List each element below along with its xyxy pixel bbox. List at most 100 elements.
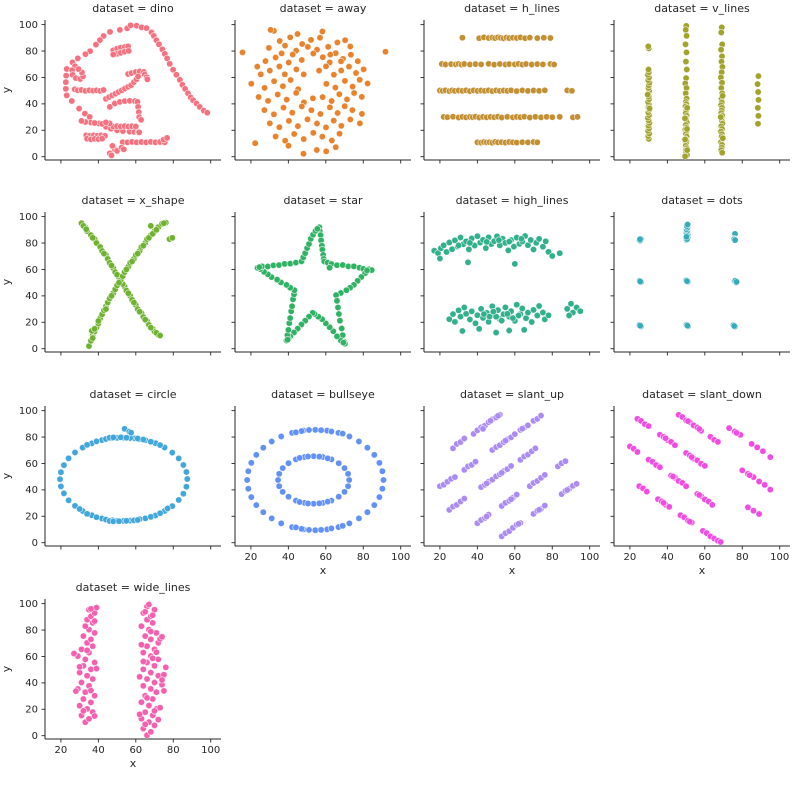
scatter-plot-star: dataset = star [231, 194, 411, 356]
data-point [267, 514, 275, 522]
data-point [643, 91, 651, 99]
data-point [96, 36, 104, 44]
data-point [147, 627, 155, 636]
data-point [89, 642, 97, 650]
data-point [327, 524, 335, 532]
data-point [504, 246, 512, 254]
data-point [247, 493, 255, 501]
data-point [139, 665, 147, 673]
data-point [72, 687, 80, 695]
data-point [168, 234, 176, 242]
data-point [322, 80, 330, 88]
data-point [124, 289, 132, 297]
data-point [501, 303, 509, 311]
data-point [244, 467, 252, 475]
y-tick-label: 20 [25, 705, 38, 716]
data-point [327, 97, 335, 105]
data-point [282, 96, 290, 104]
data-point [346, 115, 354, 124]
data-point [203, 109, 211, 117]
y-tick-label: 100 [19, 599, 38, 610]
data-point [286, 260, 294, 268]
data-point [336, 57, 345, 65]
data-point [238, 48, 246, 56]
data-point [152, 688, 160, 696]
data-point [261, 57, 269, 65]
data-point [156, 509, 164, 517]
data-point [477, 60, 485, 68]
data-point [541, 502, 549, 510]
data-point [758, 447, 766, 455]
data-point [284, 493, 292, 501]
data-point [290, 130, 298, 138]
data-point [142, 24, 151, 32]
data-point [273, 90, 281, 99]
data-point [760, 481, 768, 489]
data-point [271, 132, 279, 141]
data-point [160, 219, 168, 227]
data-point [531, 444, 539, 452]
data-point [524, 421, 532, 429]
data-point [264, 44, 272, 52]
data-point [362, 266, 371, 275]
points-layer [62, 21, 211, 159]
data-point [83, 441, 91, 449]
data-point [753, 104, 761, 112]
data-point [482, 244, 490, 252]
data-point [479, 425, 487, 433]
y-axis-label: y [0, 665, 13, 672]
data-point [337, 66, 345, 75]
data-point [683, 220, 691, 229]
data-point [149, 695, 157, 703]
data-point [256, 70, 264, 78]
data-point [682, 125, 691, 133]
data-point [127, 21, 135, 29]
data-point [100, 86, 108, 94]
data-point [306, 36, 315, 44]
data-point [154, 716, 162, 724]
data-point [682, 277, 691, 285]
data-point [147, 635, 155, 643]
data-point [169, 66, 177, 74]
facet-dino: dataset = dino 0 20 40 60 80 100 y [0, 0, 224, 191]
data-point [460, 495, 468, 503]
data-point [156, 331, 164, 340]
data-point [265, 67, 273, 75]
data-point [509, 314, 517, 322]
data-point [505, 238, 513, 246]
points-layer [635, 220, 740, 331]
data-point [183, 475, 191, 483]
data-point [127, 429, 135, 437]
data-point [76, 505, 84, 513]
data-point [738, 466, 746, 474]
x-tick-label: 80 [167, 745, 180, 756]
data-point [565, 311, 573, 320]
data-point [286, 33, 294, 41]
data-point [60, 461, 68, 469]
data-point [540, 34, 548, 42]
data-point [92, 513, 101, 521]
facet-title: dataset = dino [92, 2, 174, 15]
data-point [665, 503, 673, 511]
data-point [139, 682, 147, 690]
data-point [561, 457, 569, 465]
data-point [109, 433, 117, 441]
data-point [252, 451, 260, 459]
data-point [685, 518, 693, 526]
data-point [168, 449, 176, 457]
data-point [460, 434, 468, 443]
facet-title: dataset = slant_down [642, 388, 762, 401]
y-tick-label: 0 [32, 538, 38, 549]
data-point [292, 89, 300, 97]
data-point [513, 301, 521, 309]
data-point [106, 103, 114, 111]
data-point [284, 142, 292, 150]
data-point [333, 303, 342, 312]
data-point [91, 629, 99, 637]
data-point [283, 336, 291, 344]
data-point [681, 40, 689, 48]
points-layer [253, 223, 375, 348]
data-point [81, 50, 89, 58]
data-point [730, 322, 738, 330]
data-point [284, 117, 292, 125]
